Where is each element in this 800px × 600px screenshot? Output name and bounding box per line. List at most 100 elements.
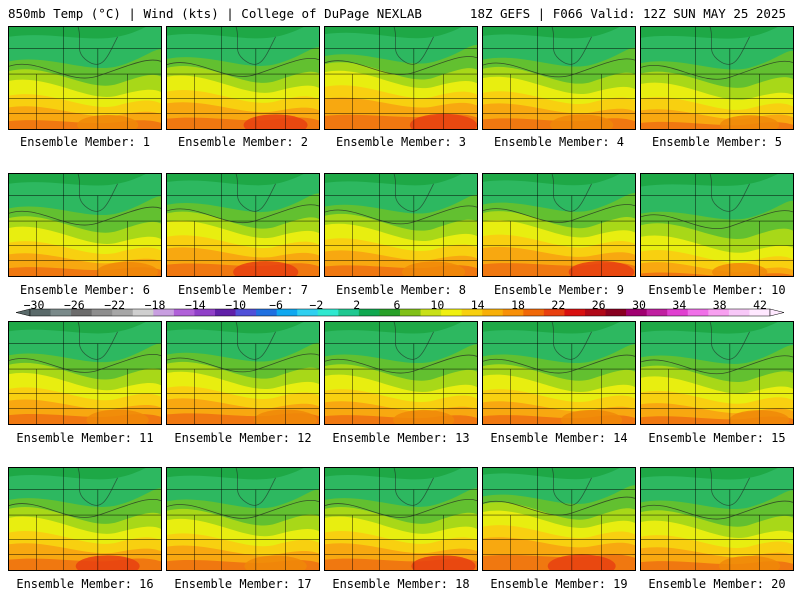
temperature-map — [483, 468, 635, 570]
colorbar-tick-label: 14 — [470, 298, 485, 312]
colorbar-segment — [71, 309, 93, 316]
temperature-colorbar — [15, 308, 785, 317]
colorbar-segment — [215, 309, 236, 316]
colorbar-segment — [256, 309, 278, 316]
colorbar-tick-label: 30 — [632, 298, 646, 312]
ensemble-panel — [166, 26, 320, 130]
temperature-map — [325, 174, 477, 276]
temperature-map — [9, 322, 161, 424]
temperature-map — [9, 174, 161, 276]
ensemble-panel — [8, 467, 162, 571]
colorbar-tick-label: 22 — [551, 298, 566, 312]
ensemble-panel — [324, 26, 478, 130]
colorbar-tick-label: −18 — [144, 298, 166, 312]
temperature-map — [167, 468, 319, 570]
colorbar-segment — [667, 309, 689, 316]
ensemble-member-label: Ensemble Member: 20 — [648, 577, 786, 591]
ensemble-panel — [324, 173, 478, 277]
ensemble-panel — [640, 321, 794, 425]
ensemble-member-label: Ensemble Member: 13 — [332, 431, 470, 445]
ensemble-panel — [640, 26, 794, 130]
ensemble-panel — [166, 173, 320, 277]
ensemble-member-label: Ensemble Member: 2 — [177, 135, 309, 149]
colorbar-segment — [543, 309, 565, 316]
ensemble-panel — [324, 467, 478, 571]
ensemble-member-label: Ensemble Member: 4 — [493, 135, 625, 149]
ensemble-member-label: Ensemble Member: 7 — [177, 283, 309, 297]
colorbar-segment — [30, 309, 51, 316]
ensemble-panel — [482, 321, 636, 425]
colorbar-segment — [420, 309, 442, 316]
ensemble-panel — [166, 467, 320, 571]
ensemble-member-label: Ensemble Member: 19 — [490, 577, 628, 591]
colorbar-segment — [235, 309, 257, 316]
ensemble-member-label: Ensemble Member: 9 — [493, 283, 625, 297]
temperature-map — [325, 27, 477, 129]
colorbar-segment — [132, 309, 154, 316]
ensemble-member-label: Ensemble Member: 6 — [19, 283, 151, 297]
colorbar-segment — [441, 309, 463, 316]
ensemble-panel — [8, 321, 162, 425]
colorbar-segment — [194, 309, 216, 316]
ensemble-member-label: Ensemble Member: 3 — [335, 135, 467, 149]
chart-title-left: 850mb Temp (°C) | Wind (kts) | College o… — [8, 6, 422, 21]
temperature-map — [9, 27, 161, 129]
ensemble-panel — [324, 321, 478, 425]
colorbar-segment — [708, 309, 730, 316]
ensemble-panel — [482, 173, 636, 277]
ensemble-member-label: Ensemble Member: 1 — [19, 135, 151, 149]
colorbar-segment — [482, 309, 504, 316]
colorbar-segment — [276, 309, 298, 316]
ensemble-panel — [8, 26, 162, 130]
temperature-map — [641, 27, 793, 129]
temperature-map — [641, 468, 793, 570]
colorbar-segment — [153, 309, 175, 316]
colorbar-tick-label: −30 — [23, 298, 45, 312]
colorbar-tick-label: 38 — [712, 298, 727, 312]
ensemble-panel — [640, 467, 794, 571]
temperature-map — [167, 27, 319, 129]
ensemble-member-label: Ensemble Member: 18 — [332, 577, 470, 591]
chart-title-right: 18Z GEFS | F066 Valid: 12Z SUN MAY 25 20… — [469, 6, 786, 21]
colorbar-segment — [502, 309, 524, 316]
colorbar-segment — [523, 309, 545, 316]
colorbar-segment — [564, 309, 586, 316]
colorbar-tick-label: −14 — [184, 298, 206, 312]
colorbar-tick-label: 42 — [753, 298, 767, 312]
colorbar-segment — [358, 309, 380, 316]
colorbar-segment — [112, 309, 134, 316]
colorbar-tick-label: −2 — [309, 298, 324, 312]
colorbar-tick-label: −10 — [225, 298, 247, 312]
ensemble-member-label: Ensemble Member: 5 — [651, 135, 783, 149]
colorbar-segment — [50, 309, 72, 316]
colorbar-segment — [400, 309, 421, 316]
ensemble-member-label: Ensemble Member: 12 — [174, 431, 312, 445]
colorbar-tick-label: 6 — [393, 298, 401, 312]
colorbar-segment — [585, 309, 606, 316]
colorbar-tick-label: 18 — [511, 298, 525, 312]
temperature-map — [167, 322, 319, 424]
ensemble-member-label: Ensemble Member: 16 — [16, 577, 154, 591]
colorbar-segment — [91, 309, 113, 316]
ensemble-member-label: Ensemble Member: 10 — [648, 283, 786, 297]
ensemble-panel — [482, 467, 636, 571]
temperature-map — [9, 468, 161, 570]
temperature-map — [167, 174, 319, 276]
colorbar-max-arrow — [769, 308, 785, 317]
temperature-map — [641, 322, 793, 424]
ensemble-member-label: Ensemble Member: 14 — [490, 431, 628, 445]
colorbar-segment — [728, 309, 750, 316]
colorbar-tick-label: 10 — [430, 298, 445, 312]
colorbar-tick-label: −6 — [269, 298, 283, 312]
colorbar-tick-label: 34 — [672, 298, 687, 312]
ensemble-member-label: Ensemble Member: 17 — [174, 577, 312, 591]
ensemble-panel — [640, 173, 794, 277]
colorbar-segment — [749, 309, 771, 316]
colorbar-segment — [379, 309, 401, 316]
colorbar-segment — [338, 309, 360, 316]
ensemble-panel — [482, 26, 636, 130]
ensemble-panel — [166, 321, 320, 425]
temperature-map — [641, 174, 793, 276]
colorbar-segment — [687, 309, 709, 316]
ensemble-member-label: Ensemble Member: 11 — [16, 431, 154, 445]
